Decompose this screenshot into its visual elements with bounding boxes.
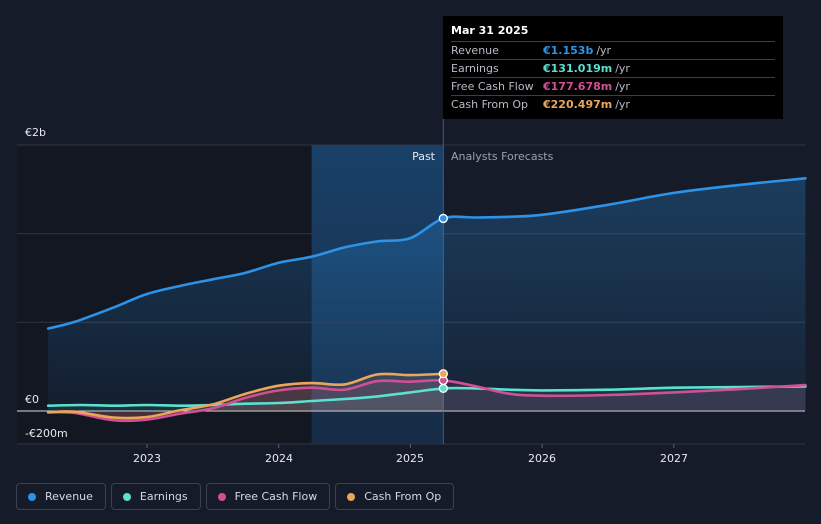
legend-label: Cash From Op	[364, 490, 442, 503]
tooltip-date: Mar 31 2025	[451, 24, 529, 37]
revenue-area	[48, 178, 806, 411]
tooltip-label: Free Cash Flow	[451, 80, 534, 93]
tooltip-value: €177.678m	[543, 80, 613, 93]
free-cash-flow-line	[46, 378, 807, 423]
tooltip-row-free-cash-flow: Free Cash Flow €177.678m /yr	[451, 77, 775, 95]
tooltip: Mar 31 2025 Revenue €1.153b /yr Earnings…	[443, 16, 783, 119]
y-tick-label-bottom: -€200m	[25, 427, 68, 440]
earnings-highlight-point	[438, 383, 448, 394]
legend-item-cash-from-op[interactable]: Cash From Op	[335, 483, 455, 510]
tooltip-row-cash-from-op: Cash From Op €220.497m /yr	[451, 95, 775, 113]
cash-from-op-highlight-point	[438, 369, 448, 379]
legend-label: Revenue	[45, 490, 93, 503]
tooltip-unit: /yr	[615, 80, 630, 93]
tooltip-row-revenue: Revenue €1.153b /yr	[451, 41, 775, 59]
tooltip-value: €1.153b	[543, 44, 594, 57]
legend-dot-icon	[28, 492, 36, 501]
legend-dot-icon	[217, 492, 226, 501]
x-tick-label-2027: 2027	[660, 452, 688, 465]
legend-label: Earnings	[139, 490, 188, 503]
legend-dot-icon	[347, 492, 356, 501]
past-label: Past	[412, 150, 436, 163]
legend-item-revenue[interactable]: Revenue	[16, 483, 106, 510]
legend-item-earnings[interactable]: Earnings	[110, 483, 201, 510]
legend: Revenue Earnings Free Cash Flow Cash Fro…	[16, 483, 459, 510]
legend-label: Free Cash Flow	[234, 490, 318, 503]
legend-item-free-cash-flow[interactable]: Free Cash Flow	[205, 483, 331, 510]
x-tick-label-2026: 2026	[528, 452, 556, 465]
tooltip-unit: /yr	[615, 62, 630, 75]
revenue-highlight-point	[438, 213, 448, 224]
x-tick-label-2025: 2025	[396, 452, 424, 465]
cash-from-op-line	[46, 372, 445, 420]
tooltip-value: €220.497m	[543, 98, 613, 111]
y-tick-label-zero: €0	[25, 393, 39, 406]
tooltip-label: Revenue	[451, 44, 499, 57]
legend-dot-icon	[122, 492, 131, 501]
tooltip-value: €131.019m	[543, 62, 613, 75]
tooltip-unit: /yr	[596, 44, 612, 57]
free-cash-flow-area	[48, 380, 806, 421]
tooltip-label: Cash From Op	[451, 98, 529, 111]
forecast-label: Analysts Forecasts	[451, 150, 554, 163]
y-tick-label-top: €2b	[25, 126, 46, 139]
tooltip-unit: /yr	[615, 98, 630, 111]
tooltip-row-earnings: Earnings €131.019m /yr	[451, 59, 775, 77]
revenue-line	[46, 177, 807, 330]
x-tick-label-2023: 2023	[133, 452, 161, 465]
earnings-line	[46, 385, 807, 407]
x-tick-label-2024: 2024	[265, 452, 293, 465]
tooltip-label: Earnings	[451, 62, 499, 75]
